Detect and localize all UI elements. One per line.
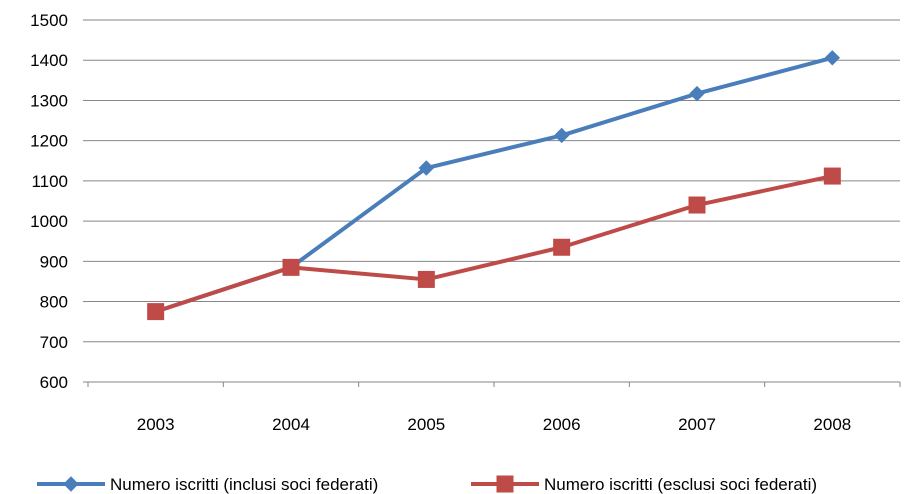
legend-square-marker xyxy=(496,475,514,493)
y-tick-label: 1300 xyxy=(30,91,68,110)
data-point-square xyxy=(553,238,571,256)
legend-diamond-marker xyxy=(63,476,79,492)
y-tick-label: 600 xyxy=(40,373,68,392)
y-tick-label: 1100 xyxy=(31,172,68,191)
series-line xyxy=(153,174,835,314)
legend-item-1: Numero iscritti (inclusi soci federati) xyxy=(37,475,378,494)
data-point-square xyxy=(282,258,300,276)
data-point-diamond xyxy=(689,85,705,102)
series-line xyxy=(153,55,835,314)
x-tick-label: 2008 xyxy=(813,415,851,434)
data-point-diamond xyxy=(418,160,435,176)
x-axis-tick-labels: 2003 2004 2005 2006 2007 2008 xyxy=(137,415,851,434)
legend: Numero iscritti (inclusi soci federati) N… xyxy=(37,475,817,494)
legend-label: Numero iscritti (inclusi soci federati) xyxy=(110,475,378,494)
data-point-square xyxy=(688,196,706,214)
data-point-diamond xyxy=(824,50,841,66)
y-tick-label: 1000 xyxy=(30,212,68,231)
x-tick-label: 2004 xyxy=(272,415,310,434)
x-tick-label: 2006 xyxy=(543,415,581,434)
x-tick-label: 2007 xyxy=(678,415,716,434)
y-tick-label: 1400 xyxy=(30,51,68,70)
data-point-square xyxy=(823,167,841,185)
legend-label: Numero iscritti (esclusi soci federati) xyxy=(544,475,817,494)
data-point-diamond xyxy=(553,127,570,144)
data-point-square xyxy=(147,303,165,321)
y-axis-tick-labels: 600 700 800 900 1000 1100 1200 1300 1400 1500 xyxy=(30,11,68,392)
x-tick-label: 2005 xyxy=(407,415,445,434)
series-2 xyxy=(147,167,841,321)
y-tick-label: 700 xyxy=(40,333,68,352)
legend-item-2: Numero iscritti (esclusi soci federati) xyxy=(471,475,817,494)
y-tick-label: 1200 xyxy=(30,132,68,151)
series-lines xyxy=(147,50,841,321)
x-tick-label: 2003 xyxy=(137,415,175,434)
y-tick-label: 1500 xyxy=(30,11,68,30)
y-tick-label: 900 xyxy=(40,252,68,271)
y-tick-label: 800 xyxy=(40,293,68,312)
data-point-square xyxy=(417,270,435,288)
gridlines xyxy=(83,19,901,387)
